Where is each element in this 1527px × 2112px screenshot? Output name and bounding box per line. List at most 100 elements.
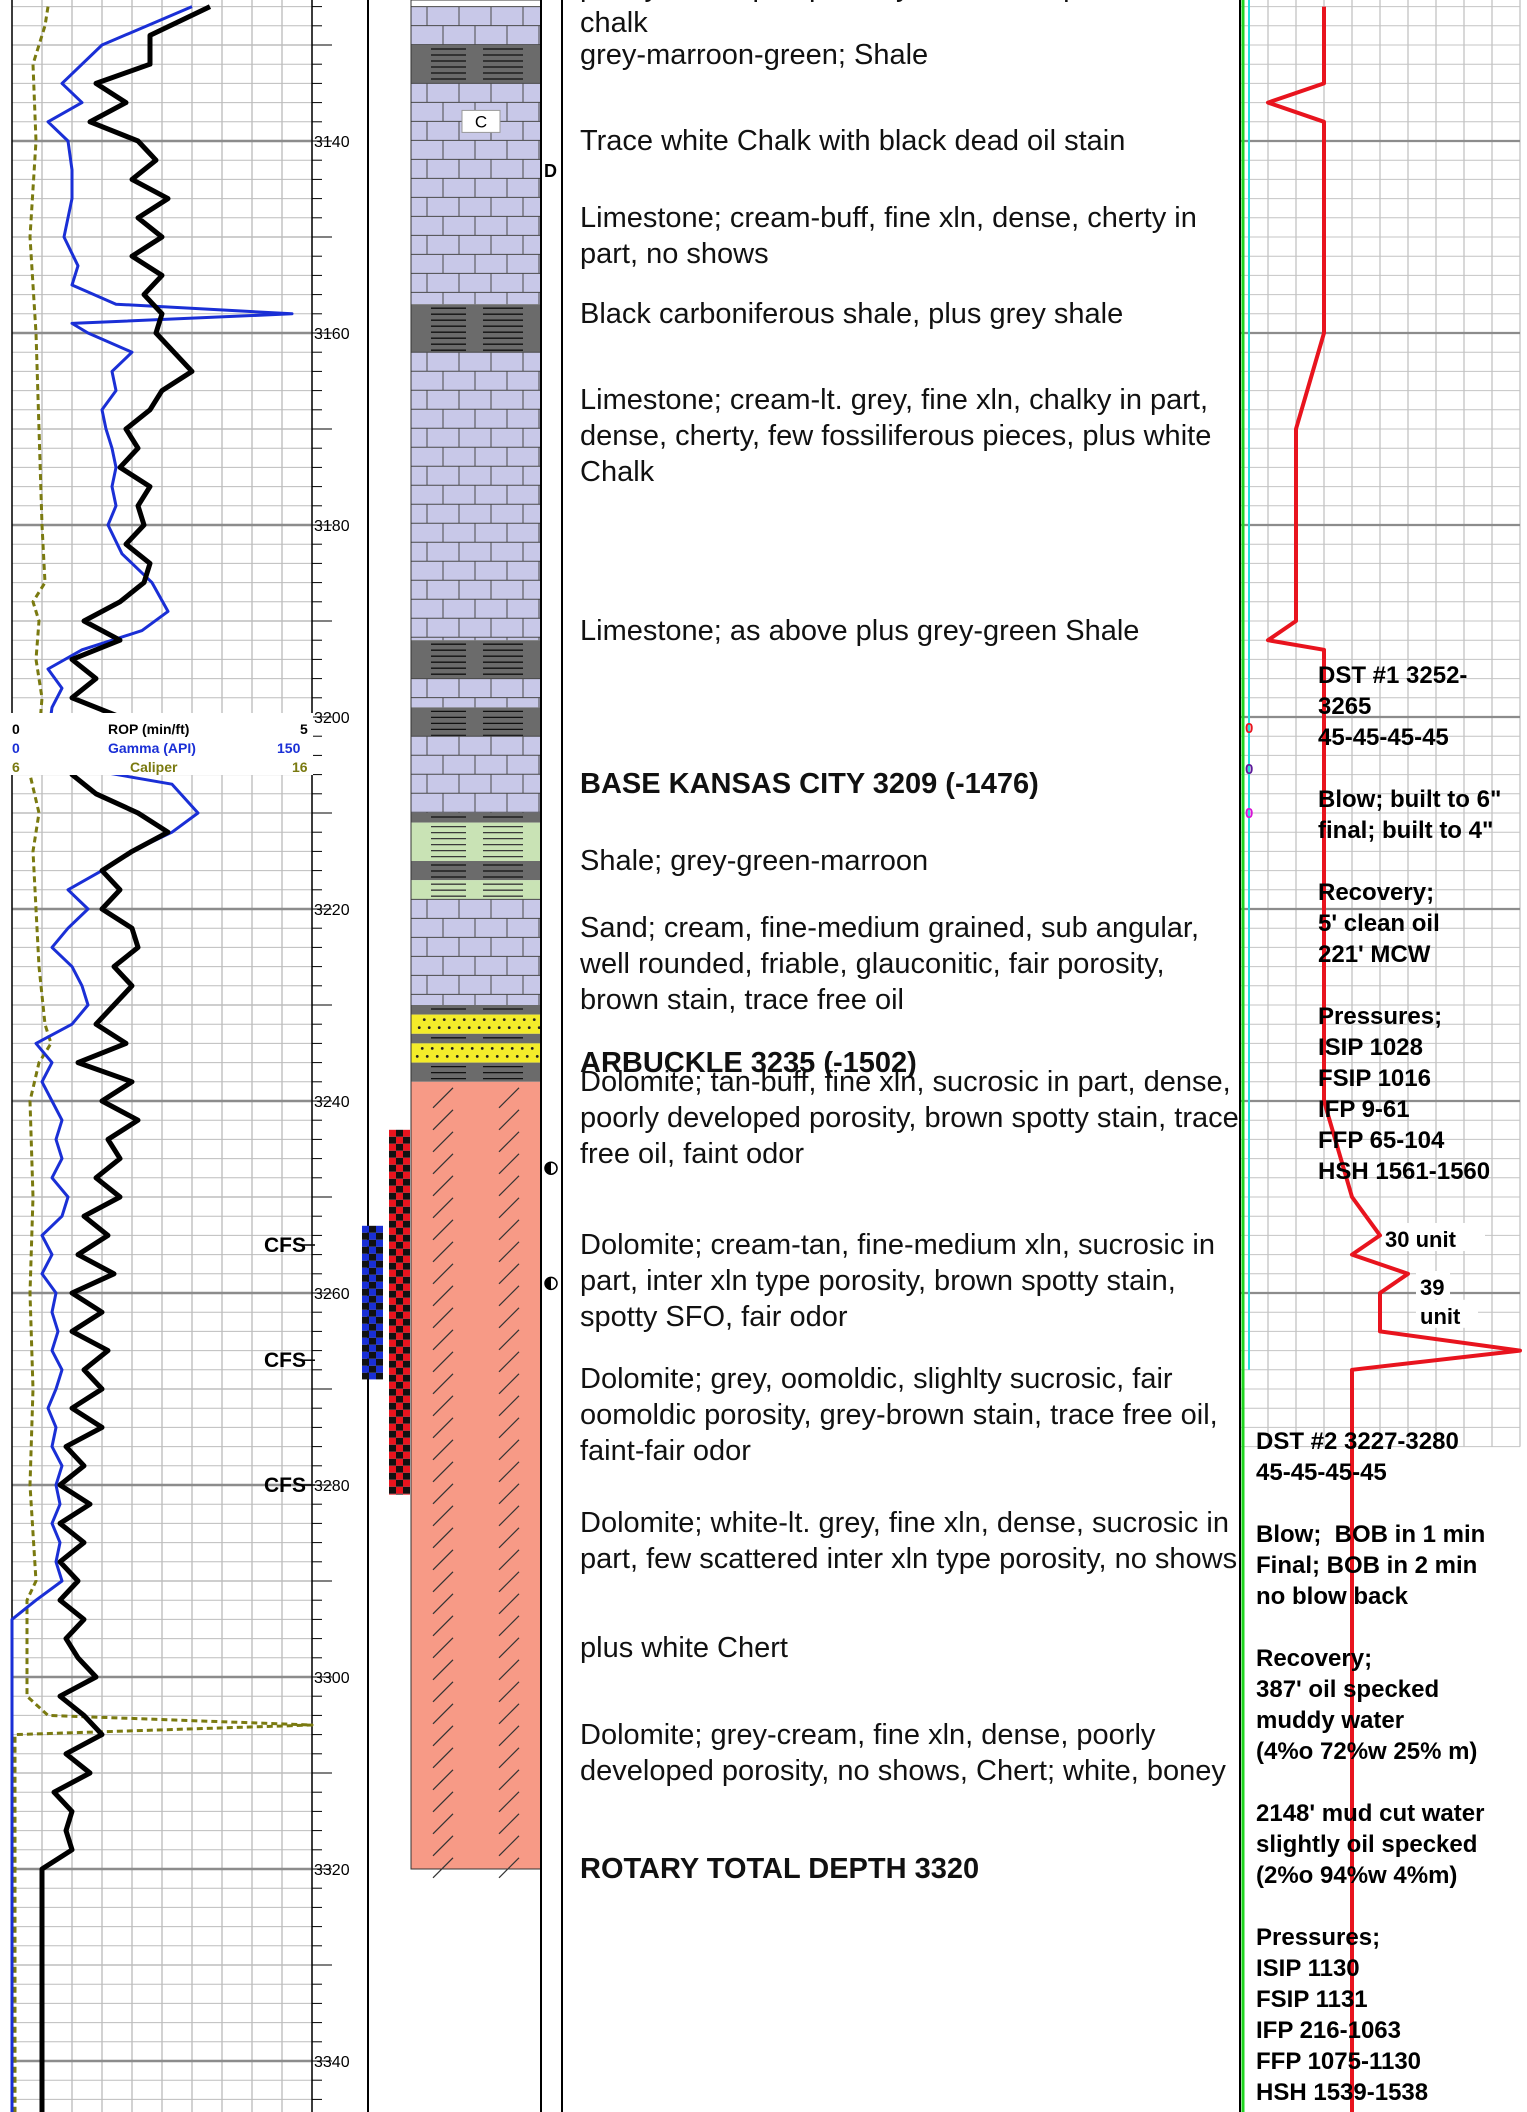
show-checker-cell (396, 1451, 403, 1459)
show-checker-cell (376, 1309, 383, 1317)
show-checker-cell (403, 1213, 410, 1221)
show-checker-cell (389, 1493, 396, 1495)
lith-dolo-slash (498, 1747, 520, 1769)
show-checker-cell (403, 1185, 410, 1193)
lith-dolo-slash (498, 1571, 520, 1593)
lith-sand-dot (525, 1055, 529, 1058)
show-checker-cell (389, 1318, 396, 1326)
show-checker-cell (376, 1239, 383, 1247)
show-checker-cell (389, 1199, 396, 1207)
lith-dolo-slash (498, 1791, 520, 1813)
show-checker-cell (389, 1479, 396, 1487)
lithology-column: CD (410, 0, 563, 2112)
show-checker-cell (369, 1274, 376, 1282)
lith-shale (411, 707, 541, 737)
gas-scale-gas_c: 0 (1245, 805, 1253, 822)
show-checker-cell (369, 1358, 376, 1366)
curve-legend: 0 ROP (min/ft) 5 0 Gamma (API) 150 6 Cal… (8, 713, 313, 775)
show-checker-cell (396, 1402, 403, 1410)
show-checker-cell (362, 1323, 369, 1331)
lith-sand-dot (425, 1055, 429, 1058)
lith-dolo-slash (432, 1285, 454, 1307)
lith-dolo-slash (498, 1241, 520, 1263)
show-checker-cell (362, 1225, 369, 1233)
show-checker-cell (396, 1353, 403, 1361)
show-checker-cell (396, 1318, 403, 1326)
lith-dolo-slash (432, 1483, 454, 1505)
show-checker-cell (389, 1353, 396, 1361)
stain-symbol-fill (545, 1162, 551, 1175)
lith-green_shale (411, 822, 541, 861)
show-checker-cell (362, 1246, 369, 1254)
lith-sand-dot (505, 1055, 509, 1058)
show-checker-cell (389, 1283, 396, 1291)
dst-line: ISIP 1130 (1256, 1955, 1360, 1982)
show-checker-cell (369, 1337, 376, 1345)
show-checker-cell (389, 1311, 396, 1319)
show-checker-cell (396, 1374, 403, 1382)
lith-sand-dot (440, 1047, 444, 1050)
show-checker-cell (403, 1332, 410, 1340)
show-checker-cell (396, 1234, 403, 1242)
lith-dolo-slash (498, 1769, 520, 1791)
show-checker-cell (403, 1192, 410, 1200)
lith-dolo-slash (432, 1241, 454, 1263)
lith-dolo-slash (498, 1351, 520, 1373)
show-checker-cell (362, 1260, 369, 1268)
lith-sand-dot (495, 1055, 499, 1058)
show-checker-cell (389, 1395, 396, 1403)
show-checker-cell (403, 1283, 410, 1291)
show-checker-cell (396, 1199, 403, 1207)
show-checker-cell (362, 1344, 369, 1352)
show-checker-cell (396, 1213, 403, 1221)
dst-line: DST #1 3252- (1318, 662, 1468, 689)
show-checker-cell (389, 1234, 396, 1242)
show-checker-cell (396, 1297, 403, 1305)
lith-sand-dot (522, 1018, 526, 1021)
lith-dolo-slash (498, 1505, 520, 1527)
lith-dolo-slash (432, 1131, 454, 1153)
show-checker-cell (389, 1241, 396, 1249)
legend-rop-label: ROP (min/ft) (108, 721, 189, 737)
show-checker-cell (389, 1248, 396, 1256)
show-checker-cell (389, 1290, 396, 1298)
show-checker-cell (362, 1274, 369, 1282)
lithology-description: Dolomite; cream-tan, fine-medium xln, su… (580, 1229, 1215, 1333)
lith-dolo-slash (498, 1087, 520, 1109)
lith-sand-dot (430, 1047, 434, 1050)
show-checker-cell (396, 1255, 403, 1263)
lith-limestone (411, 352, 541, 641)
show-checker-cell (389, 1332, 396, 1340)
show-checker-cell (369, 1309, 376, 1317)
show-checker-cell (376, 1225, 383, 1233)
show-checker-cell (389, 1388, 396, 1396)
show-checker-cell (403, 1311, 410, 1319)
show-checker-cell (389, 1143, 396, 1151)
show-checker-cell (362, 1316, 369, 1324)
lithology-description: Dolomite; white-lt. grey, fine xln, dens… (580, 1507, 1238, 1576)
show-checker-cell (403, 1129, 410, 1137)
lith-dolo-slash (432, 1615, 454, 1637)
lith-sand-dot (500, 1047, 504, 1050)
show-checker-cell (389, 1339, 396, 1347)
show-checker-cell (369, 1302, 376, 1310)
dst-line: FSIP 1131 (1256, 1986, 1368, 2013)
show-checker-cell (376, 1358, 383, 1366)
lith-dolo-slash (432, 1725, 454, 1747)
show-checker-cell (389, 1409, 396, 1417)
show-checker-cell (362, 1281, 369, 1289)
depth-label: 3260 (314, 1286, 350, 1303)
lith-shale (411, 1033, 541, 1044)
show-checker-cell (369, 1351, 376, 1359)
dst-line: 45-45-45-45 (1318, 724, 1449, 751)
show-checker-cell (403, 1255, 410, 1263)
show-checker-cell (396, 1227, 403, 1235)
formation-top: ROTARY TOTAL DEPTH 3320 (580, 1853, 980, 1885)
dst-line: 5' clean oil (1318, 910, 1440, 937)
show-checker-cell (389, 1304, 396, 1312)
show-checker-cell (403, 1388, 410, 1396)
lith-dolo-slash (432, 1175, 454, 1197)
dst-line: Blow; BOB in 1 min (1256, 1521, 1486, 1548)
lith-shale (411, 1005, 541, 1015)
